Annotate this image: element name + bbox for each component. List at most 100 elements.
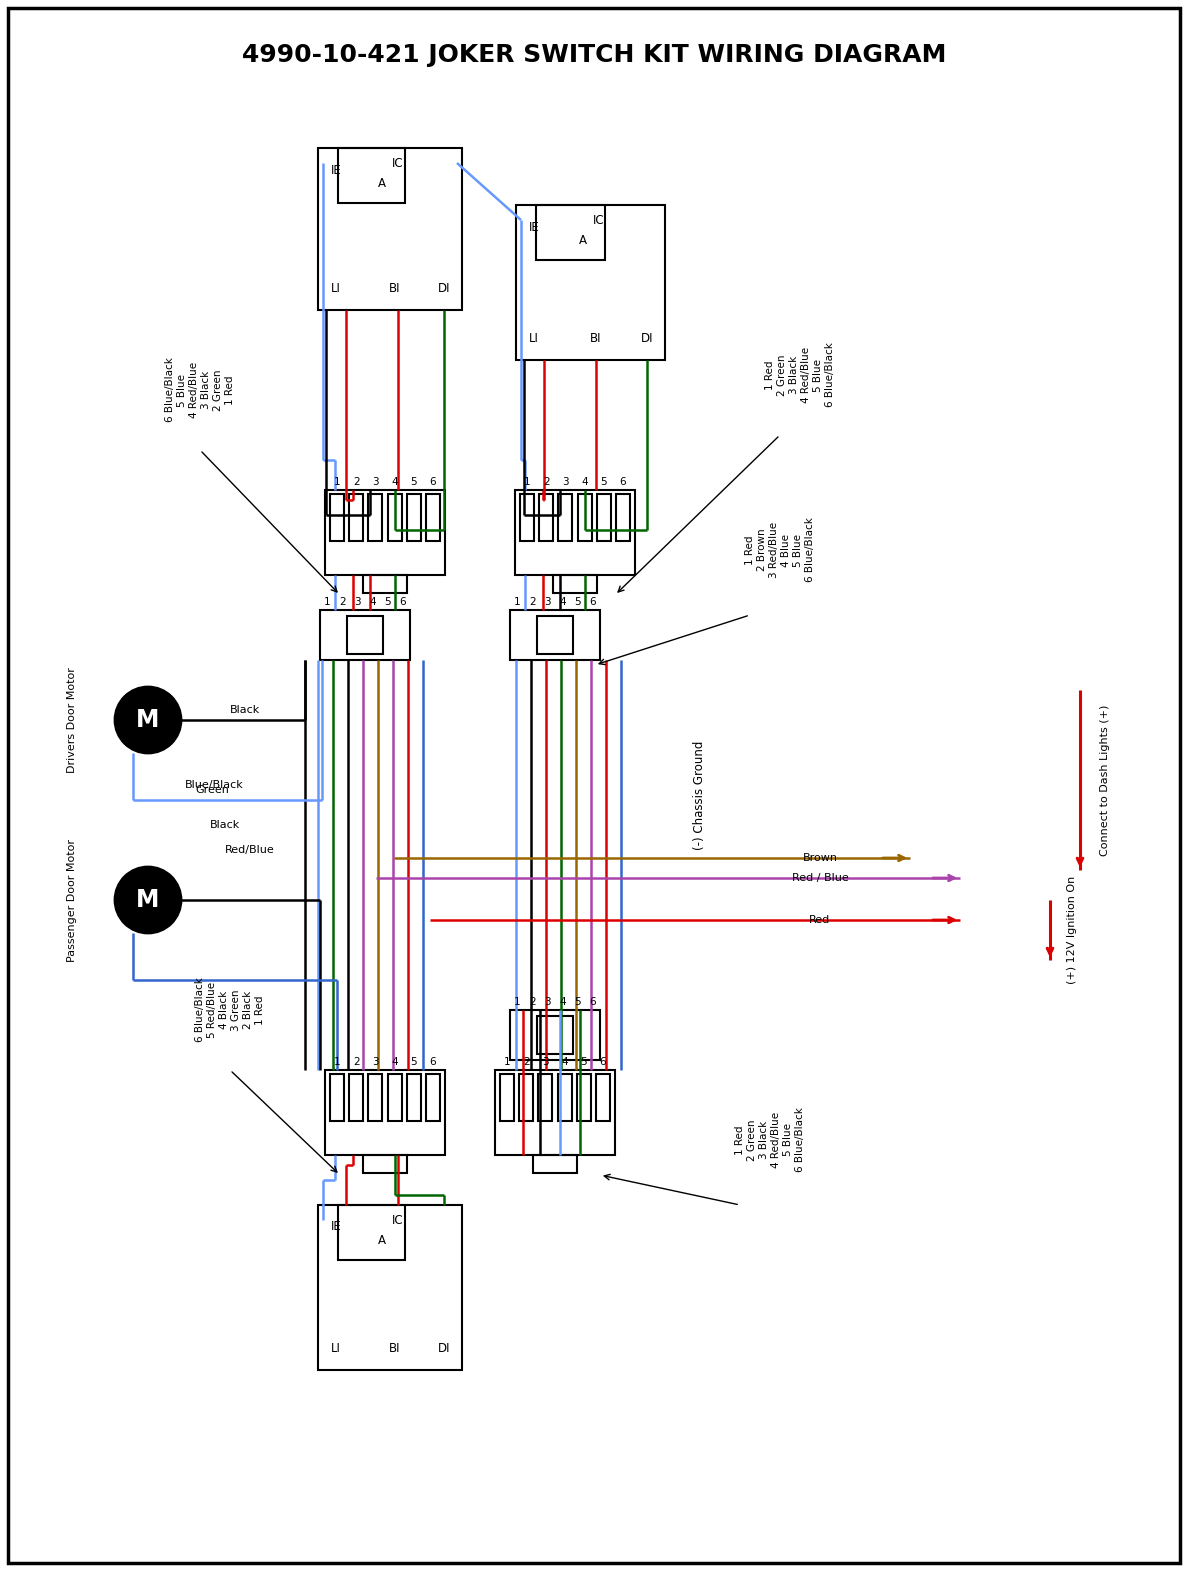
Text: LI: LI	[529, 331, 539, 344]
Bar	[495, 1070, 615, 1155]
Bar	[349, 493, 364, 540]
Text: 4: 4	[561, 1057, 568, 1067]
Text: 1 Red: 1 Red	[735, 1125, 745, 1155]
Text: 6 Blue/Black: 6 Blue/Black	[795, 1108, 805, 1172]
Text: Brown: Brown	[803, 853, 838, 862]
Text: 4 Red/Blue: 4 Red/Blue	[801, 347, 811, 404]
Text: 1: 1	[334, 478, 341, 487]
Text: 6: 6	[589, 597, 596, 606]
Text: 5: 5	[410, 478, 417, 487]
Bar	[538, 1075, 552, 1120]
Text: DI: DI	[640, 331, 653, 344]
Text: 2: 2	[529, 998, 536, 1007]
Bar	[364, 575, 407, 592]
Text: (+) 12V Ignition On: (+) 12V Ignition On	[1067, 877, 1078, 983]
Bar	[576, 1075, 590, 1120]
Text: 6 Blue/Black: 6 Blue/Black	[165, 358, 175, 423]
Text: 4 Blue: 4 Blue	[781, 534, 791, 567]
Text: 6: 6	[399, 597, 406, 606]
Text: 2 Black: 2 Black	[244, 991, 253, 1029]
Bar	[500, 1075, 514, 1120]
Text: Red: Red	[809, 914, 830, 925]
Text: 5: 5	[574, 597, 581, 606]
Text: 4 Red/Blue: 4 Red/Blue	[771, 1112, 781, 1169]
Text: 3: 3	[372, 478, 379, 487]
Text: IE: IE	[330, 1221, 341, 1233]
Bar	[516, 490, 636, 575]
Text: 5 Blue: 5 Blue	[813, 358, 823, 391]
Text: A: A	[579, 234, 587, 247]
Bar	[406, 1075, 421, 1120]
Bar	[349, 1075, 364, 1120]
Text: 6 Blue/Black: 6 Blue/Black	[805, 517, 815, 583]
Text: 4: 4	[560, 597, 565, 606]
Text: 1: 1	[504, 1057, 511, 1067]
Text: 2: 2	[353, 1057, 360, 1067]
Text: 6 Blue/Black: 6 Blue/Black	[824, 342, 835, 407]
Bar	[539, 493, 554, 540]
Text: M: M	[137, 709, 159, 732]
Text: 5 Blue: 5 Blue	[783, 1123, 794, 1156]
Text: IE: IE	[330, 163, 341, 176]
Text: 3: 3	[354, 597, 361, 606]
Circle shape	[115, 867, 181, 933]
Text: 6 Blue/Black: 6 Blue/Black	[195, 977, 206, 1043]
Text: 4 Red/Blue: 4 Red/Blue	[189, 361, 200, 418]
Text: 4: 4	[581, 478, 588, 487]
Text: 1 Red: 1 Red	[745, 536, 756, 564]
Text: 5 Blue: 5 Blue	[177, 374, 187, 407]
Text: LI: LI	[331, 1342, 341, 1354]
Bar	[368, 1075, 383, 1120]
Text: 5: 5	[574, 998, 581, 1007]
Text: 5: 5	[600, 478, 607, 487]
Text: Blue/Black: Blue/Black	[185, 779, 244, 790]
Bar	[577, 493, 592, 540]
Text: 5 Red/Blue: 5 Red/Blue	[207, 982, 217, 1038]
Bar	[533, 1155, 577, 1174]
Text: 3: 3	[562, 478, 569, 487]
Bar	[326, 490, 446, 575]
Bar	[364, 1155, 407, 1174]
Text: 6: 6	[430, 478, 436, 487]
Bar	[347, 616, 383, 654]
Bar	[536, 204, 605, 259]
Text: 1: 1	[514, 597, 520, 606]
Bar	[326, 1070, 446, 1155]
Text: Red/Blue: Red/Blue	[225, 845, 274, 855]
Bar	[318, 148, 462, 309]
Text: 2: 2	[353, 478, 360, 487]
Text: 3 Green: 3 Green	[230, 990, 241, 1031]
Bar	[510, 1010, 600, 1060]
Bar	[510, 610, 600, 660]
Text: 3: 3	[544, 998, 551, 1007]
Bar	[387, 493, 402, 540]
Text: 5 Blue: 5 Blue	[794, 534, 803, 567]
Bar	[557, 1075, 571, 1120]
Text: 6: 6	[589, 998, 596, 1007]
Text: Black: Black	[230, 705, 260, 715]
Text: Red / Blue: Red / Blue	[791, 873, 848, 883]
Bar	[425, 493, 440, 540]
Text: 2: 2	[523, 1057, 530, 1067]
Text: 4: 4	[369, 597, 375, 606]
Circle shape	[115, 687, 181, 753]
Bar	[520, 493, 535, 540]
Text: 1 Red: 1 Red	[765, 360, 775, 390]
Bar	[425, 1075, 440, 1120]
Text: M: M	[137, 888, 159, 913]
Bar	[387, 1075, 402, 1120]
Text: BI: BI	[589, 331, 601, 344]
Text: 1 Red: 1 Red	[225, 375, 235, 405]
Text: Drivers Door Motor: Drivers Door Motor	[67, 668, 77, 773]
Text: 2: 2	[529, 597, 536, 606]
Bar	[537, 1016, 573, 1054]
Text: (-) Chassis Ground: (-) Chassis Ground	[694, 740, 707, 850]
Text: BI: BI	[390, 281, 400, 294]
Text: 1: 1	[514, 998, 520, 1007]
Text: 3 Black: 3 Black	[201, 371, 211, 408]
Text: LI: LI	[331, 281, 341, 294]
Text: 6: 6	[620, 478, 626, 487]
Text: 3: 3	[544, 597, 551, 606]
Text: 4: 4	[391, 478, 398, 487]
Text: DI: DI	[437, 281, 450, 294]
